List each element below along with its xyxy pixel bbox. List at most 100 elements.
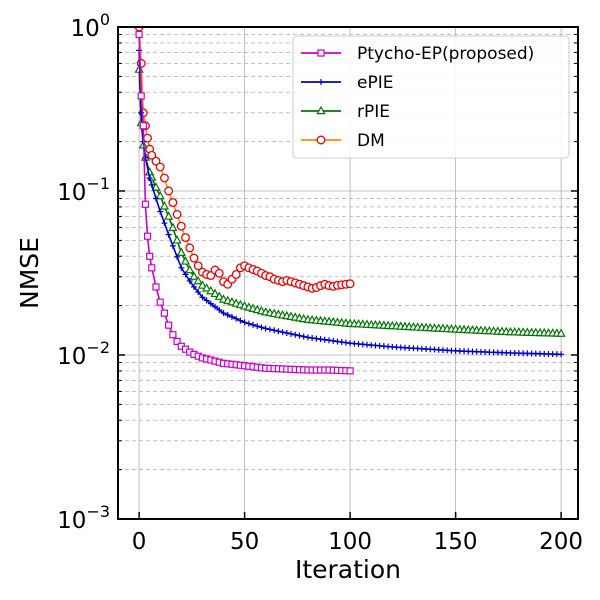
data-point [148,264,156,272]
y-tick-label: 100 [71,10,110,42]
data-point [207,300,214,307]
x-tick-label: 50 [230,529,259,555]
data-point [317,49,325,57]
data-point [176,247,186,256]
data-point [168,222,178,232]
data-point [254,323,261,330]
data-point [202,283,212,292]
data-point [214,291,224,300]
plot-frame [117,26,579,520]
data-point [558,351,565,358]
data-point [146,252,154,260]
data-point [159,201,170,210]
y-axis-title: NMSE [15,237,44,309]
data-point [206,285,216,295]
data-point [155,190,165,200]
legend-item: DM [301,131,385,151]
series-epie [136,47,565,358]
data-point [318,79,324,85]
x-tick-label: 100 [328,529,372,555]
data-point [168,198,178,208]
data-point [174,253,181,260]
series-layer [134,27,566,375]
data-point [292,331,299,338]
data-point [197,280,208,289]
data-point [216,306,223,313]
data-point [159,173,169,183]
data-point [165,321,173,329]
data-point [135,30,143,39]
legend-label: ePIE [357,73,393,93]
x-tick-label: 150 [434,529,478,555]
data-point [172,209,182,219]
data-point [157,208,164,215]
data-point [296,332,303,339]
data-point [176,221,186,231]
data-point [186,277,193,284]
data-point [173,337,181,346]
data-point [164,211,174,220]
data-point [143,133,152,143]
data-point [556,328,566,337]
data-point [220,310,227,317]
data-point [316,105,326,115]
data-point [169,242,176,249]
data-point [152,195,159,202]
y-tick-label: 10−3 [57,502,110,534]
legend-box [292,35,570,159]
legend: Ptycho-EP(proposed) ePIE rPIE DM [292,35,570,159]
data-point [193,261,203,271]
data-point [178,264,185,271]
data-point [138,109,145,116]
x-axis-title: Iteration [295,555,401,584]
y-tick-label: 10−1 [57,174,110,206]
data-point [266,326,273,333]
data-point [271,327,278,334]
data-point [279,329,286,336]
data-point [141,200,150,208]
data-point [146,175,153,182]
data-point [241,319,248,326]
data-point [212,303,219,310]
legend-item: Ptycho-EP(proposed) [301,44,534,64]
data-point [182,271,189,278]
series-dm [134,27,355,293]
data-point [228,313,235,320]
data-point [165,231,172,238]
data-point [203,297,210,304]
data-point [237,317,244,324]
data-point [147,150,157,160]
data-point [164,186,174,196]
data-point [155,162,165,172]
data-point [258,324,265,331]
data-point [180,256,191,265]
data-point [288,330,295,337]
data-point [143,232,152,240]
data-point [172,235,182,244]
data-point [245,320,252,327]
series-ptycho-ep-proposed [135,30,354,375]
data-point [137,92,145,100]
axis-ticks: 0 50 100 150 200 10−3 10−2 10−1 100 [57,10,583,555]
legend-item: ePIE [301,73,393,93]
data-point [189,253,199,263]
data-point [148,181,155,188]
data-point [160,309,169,317]
legend-label: DM [357,131,385,151]
data-point [300,333,307,340]
data-point [199,294,206,301]
data-point [233,315,240,322]
y-tick-label: 10−2 [57,338,110,370]
data-point [151,182,161,191]
data-point [139,122,147,130]
legend-label: Ptycho-EP(proposed) [357,44,534,64]
data-point [262,325,269,332]
data-point [195,289,202,296]
x-tick-label: 0 [132,529,147,555]
data-point [169,331,177,339]
data-point [185,264,195,274]
data-point [181,233,190,243]
data-point [156,298,164,306]
legend-item: rPIE [301,102,390,122]
